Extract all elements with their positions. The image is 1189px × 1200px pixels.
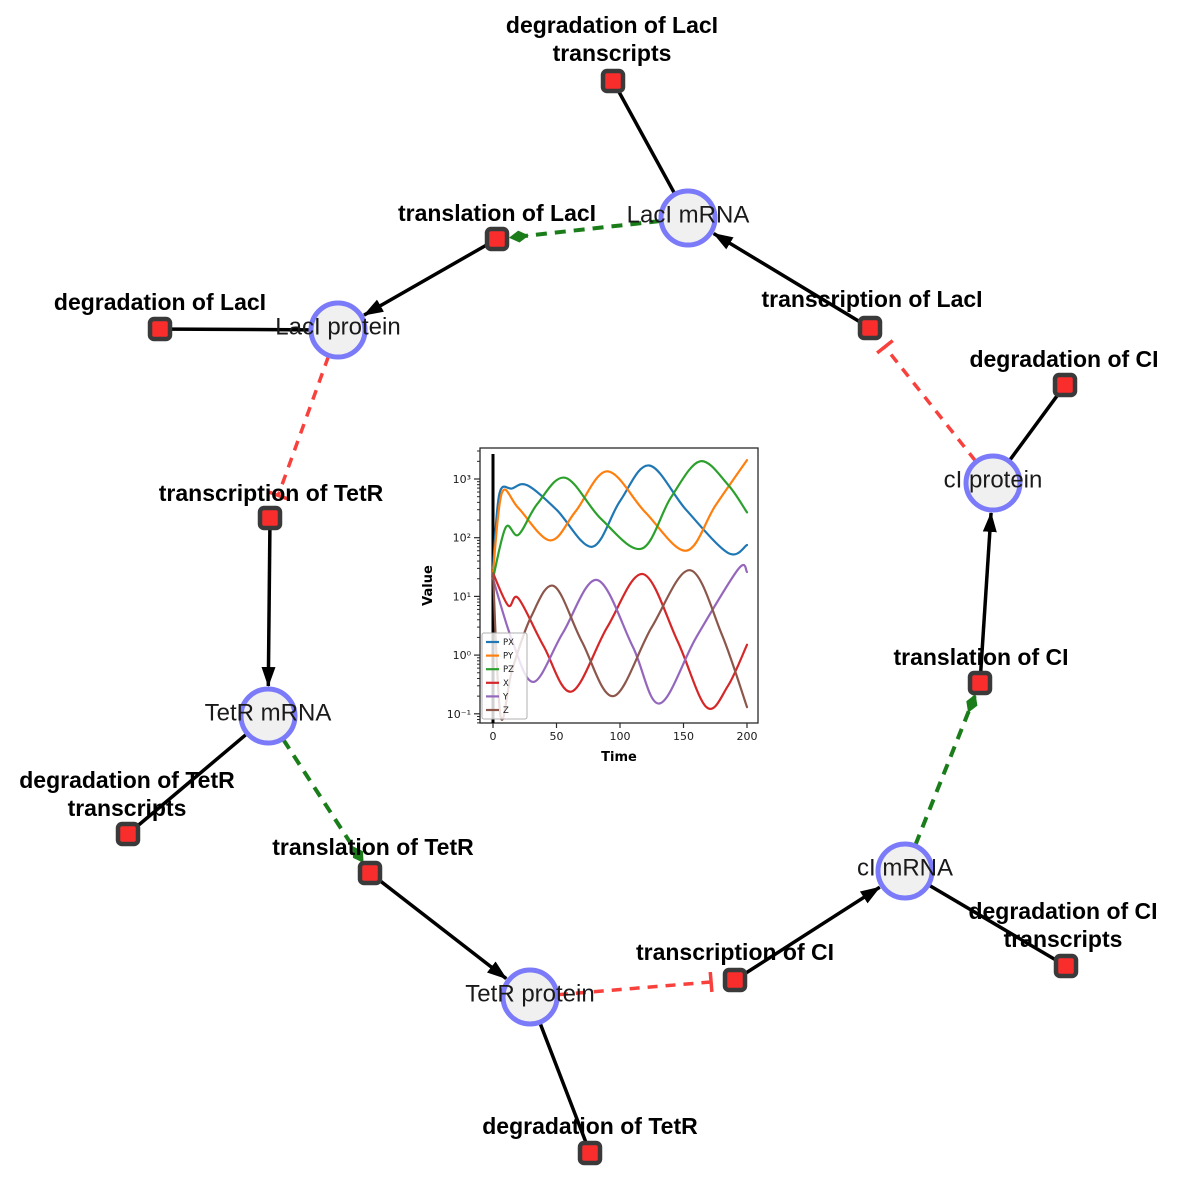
species-label-cI_protein: cI protein (944, 467, 1043, 494)
reaction-node-transl_tetR[interactable] (357, 860, 383, 886)
legend-label-PY: PY (503, 652, 514, 662)
reaction-label-transl_cI: translation of CI (893, 644, 1068, 670)
reaction-label-txn_tetR: transcription of TetR (159, 480, 384, 506)
x-tick-label: 50 (550, 730, 564, 743)
reaction-label-deg_lacI_tx: degradation of LacI (506, 12, 718, 38)
x-axis-label: Time (601, 750, 637, 765)
species-label-cI_mRNA: cI mRNA (857, 855, 953, 882)
x-tick-label: 200 (737, 730, 758, 743)
series-line-PX (491, 464, 749, 570)
reaction-label-transl_lacI: translation of LacI (398, 200, 596, 226)
y-axis-label: Value (421, 565, 436, 606)
edge-product-transl_lacI-lacI_protein (363, 243, 488, 317)
species-node-lacI_mRNA[interactable] (658, 188, 718, 248)
chart-legend: PX PY PZ XYZ (481, 632, 528, 720)
reaction-node-deg_lacI[interactable] (147, 316, 173, 342)
edge-plain-tetR_protein-deg_tetR (538, 1022, 588, 1143)
species-label-lacI_protein: LacI protein (275, 314, 400, 341)
reaction-label-transl_tetR: translation of TetR (272, 834, 474, 860)
reaction-node-txn_tetR[interactable] (257, 505, 283, 531)
edge-product-txn_tetR-tetR_mRNA (261, 529, 276, 688)
species-node-cI_protein[interactable] (963, 453, 1023, 513)
edge-product-txn_cI-cI_mRNA (744, 885, 881, 975)
series-line-PZ (491, 460, 749, 580)
species-node-tetR_protein[interactable] (500, 967, 560, 1027)
edge-modifier-lacI_mRNA-transl_lacI (508, 219, 661, 243)
legend-label-X: X (503, 679, 509, 689)
edge-modifier-cI_mRNA-transl_cI (913, 694, 978, 846)
x-tick-label: 0 (490, 730, 497, 743)
reaction-label-deg_tetR_tx: degradation of TetR (19, 767, 235, 793)
reaction-node-txn_lacI[interactable] (857, 315, 883, 341)
legend-label-PX: PX (503, 638, 514, 648)
species-node-cI_mRNA[interactable] (875, 841, 935, 901)
reaction-label-deg_lacI_tx: transcripts (553, 40, 672, 66)
legend-label-PZ: PZ (503, 665, 514, 675)
x-tick-label: 100 (610, 730, 631, 743)
reaction-label-deg_lacI: degradation of LacI (54, 289, 266, 315)
edge-modifier-tetR_mRNA-transl_tetR (281, 738, 365, 863)
edges-layer (136, 90, 1060, 1143)
reaction-label-txn_cI: transcription of CI (636, 939, 834, 965)
reaction-node-deg_cI_tx[interactable] (1053, 953, 1079, 979)
reaction-label-deg_cI_tx: degradation of CI (968, 898, 1157, 924)
series-line-PY (491, 459, 749, 575)
reaction-node-txn_cI[interactable] (722, 967, 748, 993)
edge-product-transl_cI-cI_protein (979, 511, 997, 672)
edge-plain-cI_mRNA-deg_cI_tx (928, 883, 1057, 962)
reaction-node-deg_lacI_tx[interactable] (600, 68, 626, 94)
reaction-node-transl_lacI[interactable] (484, 226, 510, 252)
species-label-tetR_protein: TetR protein (465, 981, 594, 1008)
series-line-X (491, 571, 749, 710)
reaction-label-deg_tetR: degradation of TetR (482, 1113, 698, 1139)
y-tick-label: 10¹ (453, 590, 471, 603)
y-tick-label: 10⁻¹ (447, 708, 471, 721)
reaction-label-deg_cI: degradation of CI (969, 346, 1158, 372)
edge-plain-deg_lacI_tx-lacI_mRNA (617, 90, 677, 195)
reaction-label-deg_tetR_tx: transcripts (68, 795, 187, 821)
species-node-lacI_protein[interactable] (308, 300, 368, 360)
inset-chart: 0 50 100 150 20010⁻¹10⁰10¹10²10³TimeValuePXP… (421, 447, 759, 765)
y-tick-label: 10⁰ (453, 649, 472, 662)
species-label-lacI_mRNA: LacI mRNA (627, 202, 750, 229)
edge-inhibition-lacI_protein-txn_tetR (268, 355, 331, 501)
legend-label-Y: Y (502, 692, 509, 702)
y-tick-label: 10³ (453, 473, 471, 486)
y-tick-label: 10² (453, 532, 471, 545)
reaction-node-deg_cI[interactable] (1052, 372, 1078, 398)
reaction-node-deg_tetR_tx[interactable] (115, 821, 141, 847)
edge-plain-cI_protein-deg_cI (1008, 393, 1060, 462)
species-label-tetR_mRNA: TetR mRNA (205, 700, 332, 727)
edge-inhibition-cI_protein-txn_lacI (875, 339, 977, 463)
edge-plain-tetR_mRNA-deg_tetR_tx (136, 732, 248, 828)
x-tick-label: 150 (673, 730, 694, 743)
reaction-label-txn_lacI: transcription of LacI (761, 286, 982, 312)
edge-product-transl_tetR-tetR_protein (378, 878, 508, 981)
edge-inhibition-tetR_protein-txn_cI (557, 971, 714, 997)
legend-label-Z: Z (503, 706, 509, 716)
reaction-label-deg_cI_tx: transcripts (1004, 926, 1123, 952)
edge-plain-deg_lacI-lacI_protein (171, 327, 311, 332)
species-node-tetR_mRNA[interactable] (238, 686, 298, 746)
reaction-node-transl_cI[interactable] (967, 670, 993, 696)
nodes-layer (115, 68, 1079, 1166)
labels-layer: LacI mRNA LacI protein TetR mRNA TetR prote… (19, 12, 1158, 1139)
reaction-node-deg_tetR[interactable] (577, 1140, 603, 1166)
edge-product-txn_lacI-lacI_mRNA (712, 232, 861, 324)
